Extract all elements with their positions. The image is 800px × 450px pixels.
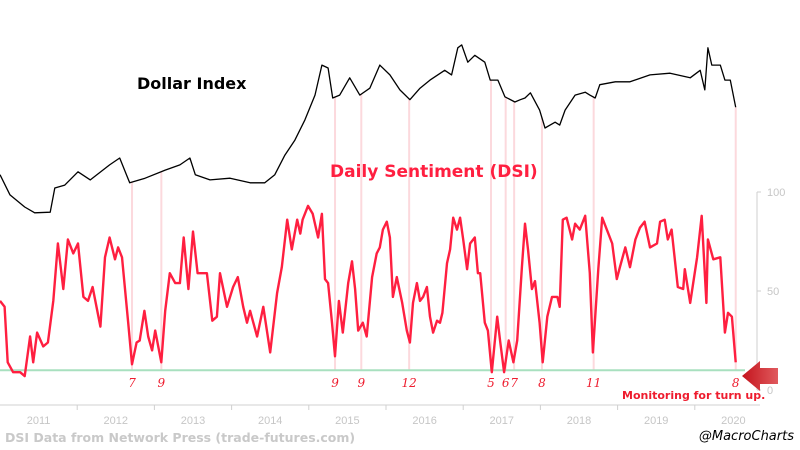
x-tick-label: 2020 (721, 415, 745, 427)
annotation-label: 5 (487, 376, 495, 390)
x-tick-label: 2012 (104, 415, 128, 427)
x-tick-label: 2017 (490, 415, 514, 427)
annotation-label: 8 (538, 376, 546, 390)
author-handle: @MacroCharts (698, 429, 794, 444)
source-note: DSI Data from Network Press (trade-futur… (5, 430, 356, 445)
annotation-label: 7 (128, 376, 136, 390)
arrow-left-icon (742, 361, 778, 391)
annotation-label: 9 (158, 376, 166, 390)
right-tick-label: 100 (767, 187, 785, 199)
x-tick-label: 2011 (27, 415, 51, 427)
dsi-line (0, 204, 737, 378)
x-tick-label: 2016 (412, 415, 436, 427)
x-tick-label: 2019 (644, 415, 668, 427)
dollar-index-title: Dollar Index (137, 74, 247, 93)
x-tick-label: 2014 (258, 415, 282, 427)
x-tick-label: 2018 (567, 415, 591, 427)
callout-text: Monitoring for turn up. (622, 389, 766, 402)
annotation-label: 9 (331, 376, 339, 390)
annotation-label: 12 (402, 376, 417, 390)
annotation-label: 8 (732, 376, 740, 390)
x-tick-label: 2015 (335, 415, 359, 427)
annotation-label: 6 (502, 376, 510, 390)
annotation-label: 7 (510, 376, 518, 390)
right-axis: 100 50 0 (756, 187, 785, 397)
x-axis: 2011 2012 2013 2014 2015 2016 2017 2018 2019 2020 (0, 404, 760, 427)
x-tick-label: 2013 (181, 415, 205, 427)
right-tick-label: 0 (767, 385, 773, 397)
annotation-labels: 7 9 9 9 12 5 6 7 8 11 8 (128, 376, 740, 390)
annotation-label: 9 (357, 376, 365, 390)
right-tick-label: 50 (767, 286, 779, 298)
dsi-title: Daily Sentiment (DSI) (330, 162, 538, 182)
annotation-label: 11 (586, 376, 601, 390)
series-group (0, 44, 737, 378)
dollar-index-line (0, 44, 737, 214)
